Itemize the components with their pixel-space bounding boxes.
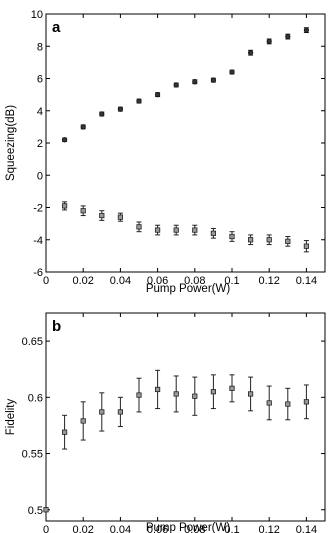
panel-a-data-point [80, 124, 86, 130]
panel-a-data-point [80, 208, 86, 214]
panel-a-plot-frame [45, 13, 326, 273]
panel-a-data-point [192, 227, 198, 233]
panel-b-y-tick-label: 0.65 [22, 336, 43, 348]
panel-a-data-marks [61, 27, 310, 253]
panel-a-data-point [136, 224, 142, 230]
panel-b-x-axis-label: Pump Power(W) [146, 522, 231, 533]
panel-a-data-point [99, 212, 105, 219]
panel-a-data-point [117, 214, 123, 220]
panel-b-data-marks [43, 369, 310, 513]
panel-b-data-point [173, 391, 179, 397]
panel-a-x-tick-label: 0.02 [72, 275, 93, 287]
panel-a-x-tick-label: 0.08 [184, 275, 205, 287]
panel-a-x-tick-label: 0.12 [258, 275, 279, 287]
panel-b-data-point [303, 399, 310, 405]
panel-a-y-tick-label: 6 [37, 74, 43, 86]
panel-b-data-point [154, 386, 161, 393]
panel-b-label: b [52, 318, 61, 335]
panel-b-data-point [192, 393, 198, 399]
panel-a-data-point [285, 33, 291, 40]
panel-b-data-point [229, 385, 235, 391]
panel-b-ticks: 0 0.02 0.04 0.06 0.08 0.1 0.12 0.14 0.5 0.55 0.6 0.… [22, 313, 325, 533]
panel-a-y-tick-label: -4 [33, 235, 43, 247]
panel-b-data-point [210, 389, 216, 395]
panel-a-data-point [173, 227, 179, 233]
panel-b-data-point [80, 418, 86, 424]
panel-a-y-tick-label: -6 [33, 267, 43, 279]
panel-a-label: a [52, 19, 61, 36]
panel-a-y-tick-label: 2 [37, 138, 43, 150]
panel-a-data-point [210, 77, 216, 83]
panel-a-data-point [62, 203, 68, 209]
panel-a-data-point [266, 237, 272, 243]
panel-b-x-tick-label: 0.06 [147, 524, 168, 533]
panel-b-x-tick-label: 0.02 [72, 524, 93, 533]
panel-a-y-tick-label: -2 [33, 203, 43, 215]
panel-b-data-point [266, 400, 272, 406]
panel-a-y-axis-label: Squeezing(dB) [5, 105, 17, 181]
panel-b-plot-frame [45, 312, 326, 522]
panel-a-x-axis-label: Pump Power(W) [146, 283, 231, 295]
panel-a-data-point [173, 82, 179, 88]
panel-b-data-point [99, 409, 105, 415]
panel-a-y-tick-label: 0 [37, 170, 43, 182]
panel-a-data-point [285, 238, 291, 244]
panel-a-y-tick-label: 4 [37, 106, 43, 118]
panel-b-y-tick-label: 0.5 [28, 505, 43, 517]
panel-b-data-point [43, 507, 49, 513]
panel-a-data-point [247, 237, 254, 243]
panel-a-data-point [266, 38, 272, 45]
panel-a-x-tick-label: 0.04 [110, 275, 131, 287]
panel-b-x-tick-label: 0.08 [184, 524, 205, 533]
panel-a-data-point [99, 111, 105, 117]
panel-a-data-point [248, 50, 254, 56]
panel-b-x-tick-label: 0.12 [258, 524, 279, 533]
panel-a-data-point [229, 233, 235, 240]
panel-a-data-point [303, 243, 310, 249]
panel-b-x-tick-label: 0 [43, 524, 49, 533]
panel-a-data-point [154, 227, 161, 233]
panel-a-data-point [303, 27, 310, 33]
panel-a-data-point [61, 137, 68, 143]
panel-a-x-tick-label: 0.06 [147, 275, 168, 287]
panel-a-data-point [229, 69, 235, 75]
panel-b-y-tick-label: 0.55 [22, 449, 43, 461]
panel-b-x-tick-label: 0.1 [224, 524, 239, 533]
panel-a-x-tick-label: 0 [43, 275, 49, 287]
panel-a-squeezing-chart: a Squeezing(dB) Pump Power(W) 0 0.02 0.04 0… [5, 9, 326, 295]
panel-a-x-tick-label: 0.14 [296, 275, 317, 287]
panel-b-y-axis-label: Fidelity [5, 399, 17, 436]
panel-b-y-tick-label: 0.6 [28, 392, 43, 404]
panel-a-y-tick-label: 8 [37, 41, 43, 53]
panel-b-x-tick-label: 0.14 [296, 524, 317, 533]
panel-a-ticks: 0 0.02 0.04 0.06 0.08 0.1 0.12 0.14 -6 -4 -2 0 2 4 6 8 1… [31, 9, 325, 287]
panel-b-x-tick-label: 0.04 [110, 524, 131, 533]
panel-a-data-point [155, 92, 161, 98]
panel-a-data-point [210, 230, 216, 236]
panel-a-data-point [192, 79, 198, 85]
panel-b-data-point [136, 392, 142, 398]
panel-b-data-point [117, 409, 123, 415]
panel-b-data-point [62, 429, 68, 435]
panel-b-fidelity-chart: b Fidelity Pump Power(W) 0 0.02 0.04 0.06 0.… [5, 312, 326, 533]
panel-b-data-point [285, 401, 291, 407]
panel-a-data-point [117, 106, 123, 112]
panel-a-y-tick-label: 10 [31, 9, 43, 21]
panel-a-data-point [136, 98, 142, 104]
panel-b-data-point [247, 391, 254, 397]
panel-a-x-tick-label: 0.1 [224, 275, 239, 287]
